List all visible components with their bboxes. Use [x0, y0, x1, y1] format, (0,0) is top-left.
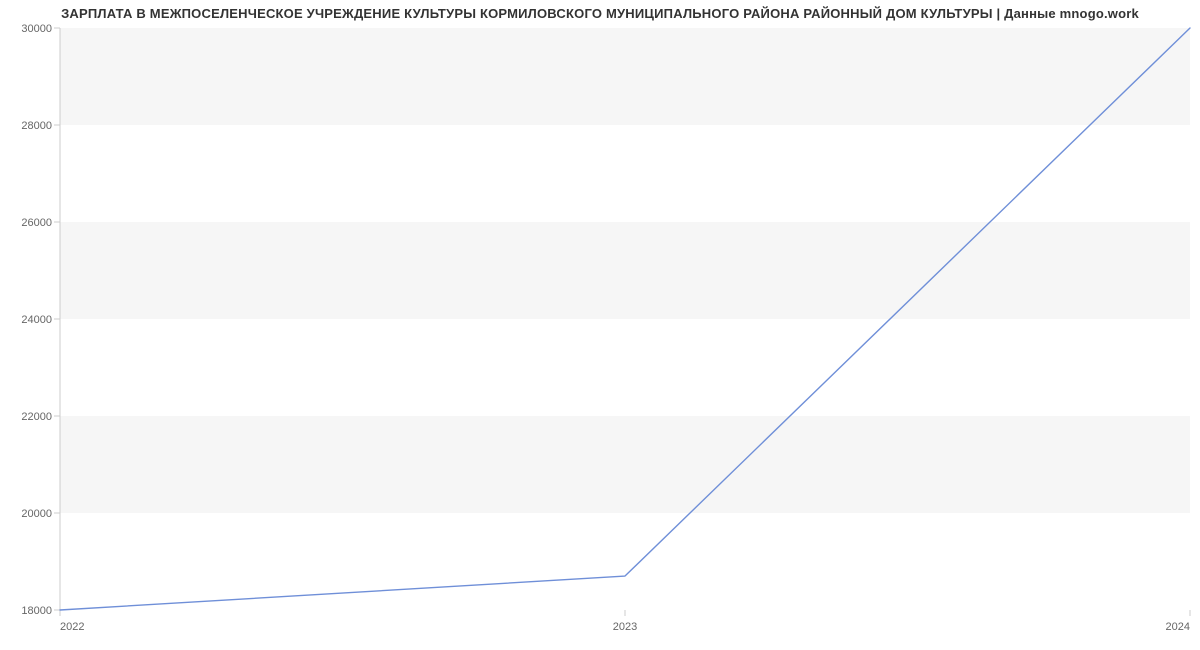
plot-band — [60, 222, 1190, 319]
plot-band — [60, 513, 1190, 610]
plot-band — [60, 416, 1190, 513]
plot-band — [60, 125, 1190, 222]
x-tick-label: 2022 — [60, 621, 84, 633]
plot-band — [60, 28, 1190, 125]
x-tick-label: 2024 — [1166, 621, 1190, 633]
plot-band — [60, 319, 1190, 416]
y-tick-label: 24000 — [21, 314, 52, 326]
y-tick-label: 26000 — [21, 217, 52, 229]
y-tick-label: 28000 — [21, 120, 52, 132]
y-tick-label: 20000 — [21, 508, 52, 520]
x-tick-label: 2023 — [613, 621, 637, 633]
y-tick-label: 18000 — [21, 605, 52, 617]
y-tick-label: 22000 — [21, 411, 52, 423]
y-tick-label: 30000 — [21, 23, 52, 35]
chart-svg: 18000 20000 22000 24000 26000 28000 30000 2022 2… — [0, 0, 1200, 650]
salary-line-chart: ЗАРПЛАТА В МЕЖПОСЕЛЕНЧЕСКОЕ УЧРЕЖДЕНИЕ К… — [0, 0, 1200, 650]
